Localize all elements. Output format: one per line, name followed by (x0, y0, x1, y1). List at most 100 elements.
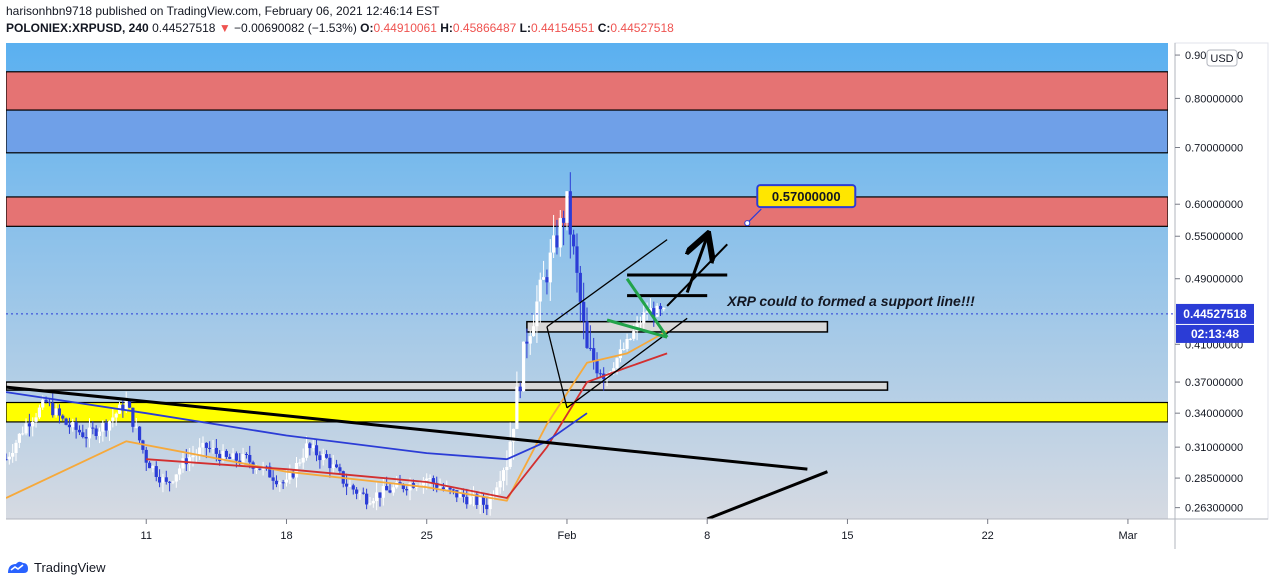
zone-support-box-5[interactable] (526, 320, 829, 333)
candle-body (288, 472, 292, 480)
candle-body (231, 453, 235, 459)
close-value: 0.44527518 (610, 21, 674, 35)
candle-body (281, 482, 285, 484)
last-price-tag[interactable] (1176, 303, 1254, 324)
open-label: O: (360, 21, 374, 35)
candle-body (438, 487, 442, 489)
candle-body (147, 462, 152, 469)
candle-body (405, 488, 409, 491)
triangle-lower-line[interactable] (606, 318, 668, 339)
candle-body (211, 447, 215, 449)
candle-body (642, 312, 646, 324)
candle-body (465, 496, 469, 505)
candle-body (338, 467, 342, 472)
candle-body (164, 477, 168, 482)
candle-body (221, 450, 225, 462)
x-tick-label: 22 (982, 530, 994, 542)
candle-body (652, 308, 656, 317)
low-value: 0.44154551 (531, 21, 595, 35)
candle-body (525, 341, 529, 344)
candle-body (127, 400, 132, 408)
y-tick-label: 0.70000000 (1185, 143, 1243, 155)
target-label-text: 0.57000000 (772, 189, 841, 204)
triangle-upper-line[interactable] (625, 277, 669, 339)
trendline-1[interactable] (706, 470, 828, 519)
candle-body (481, 497, 486, 505)
time-axis-bg[interactable] (6, 519, 1168, 549)
candle-body (71, 422, 75, 428)
candle-body (67, 424, 72, 428)
candle-body (57, 408, 62, 416)
candle-body (124, 400, 128, 411)
candle-body (131, 407, 135, 427)
candle-body (375, 492, 379, 502)
candle-body (278, 482, 282, 485)
candle-body (555, 235, 559, 248)
candle-body (94, 428, 98, 436)
symbol-ohlc-line: POLONIEX:XRPUSD, 240 0.44527518 ▼ −0.006… (6, 21, 674, 35)
channel-left-line[interactable] (546, 326, 568, 408)
x-tick-label: 18 (280, 530, 292, 542)
candle-body (157, 476, 162, 483)
price-axis-bg[interactable] (1174, 42, 1269, 520)
trendline-0[interactable] (6, 385, 808, 471)
candle-body (408, 483, 412, 491)
candle-body (328, 457, 332, 469)
price-chart[interactable]: XRP could to formed a support line!!! 0.5… (0, 40, 1274, 552)
candle-body (632, 331, 636, 339)
candle-body (538, 279, 542, 302)
candle-body (645, 311, 649, 313)
candle-body (528, 336, 532, 344)
candle-body (425, 478, 429, 481)
projection-arrow-2[interactable] (666, 243, 728, 307)
moving-average-red[interactable] (146, 352, 668, 499)
candle-body (321, 454, 325, 461)
zone-blue-1[interactable] (6, 109, 1168, 154)
candle-body (365, 493, 369, 505)
candle-body (301, 457, 305, 463)
candle-body (662, 308, 666, 310)
candle-body (11, 452, 15, 457)
target-pointer (746, 208, 762, 224)
candle-body (511, 428, 516, 442)
candle-body (585, 321, 589, 348)
candle-body (548, 252, 552, 283)
zone-resistance-2[interactable] (6, 196, 1168, 227)
candle-body (204, 442, 208, 448)
target-label-box[interactable] (756, 184, 857, 209)
zone-resistance-0[interactable] (6, 71, 1168, 111)
candle-body (74, 422, 78, 430)
candle-body (314, 445, 319, 456)
channel-lower-line[interactable] (566, 317, 688, 409)
candle-body (355, 489, 359, 494)
candle-body (398, 482, 402, 485)
symbol-label[interactable]: POLONIEX:XRPUSD, 240 (6, 21, 149, 35)
candle-body (228, 456, 232, 459)
candle-body (248, 454, 252, 463)
target-point[interactable] (744, 220, 751, 227)
countdown-tag-text: 02:13:48 (1191, 327, 1239, 341)
tradingview-logo-icon (8, 561, 28, 573)
candle-body (531, 326, 536, 337)
candle-body (468, 496, 472, 505)
candle-body (188, 457, 192, 465)
candle-body (318, 455, 322, 461)
currency-badge[interactable]: USD (1206, 49, 1238, 67)
candle-body (461, 492, 466, 497)
candle-body (154, 466, 158, 477)
candle-body (615, 358, 619, 369)
candle-body (638, 323, 643, 325)
candle-body (485, 504, 489, 510)
candle-body (97, 431, 102, 436)
tradingview-footer[interactable]: TradingView (6, 559, 106, 575)
channel-upper-line[interactable] (546, 239, 668, 328)
moving-average-orange[interactable] (6, 330, 668, 502)
x-tick-label: 11 (141, 530, 152, 542)
candle-body (501, 470, 506, 481)
candle-body (208, 447, 212, 449)
candle-body (291, 472, 295, 478)
zone-support-box-4[interactable] (6, 381, 889, 391)
last-price: 0.44527518 (152, 21, 216, 35)
candle-body (271, 477, 275, 481)
candle-body (214, 447, 218, 454)
